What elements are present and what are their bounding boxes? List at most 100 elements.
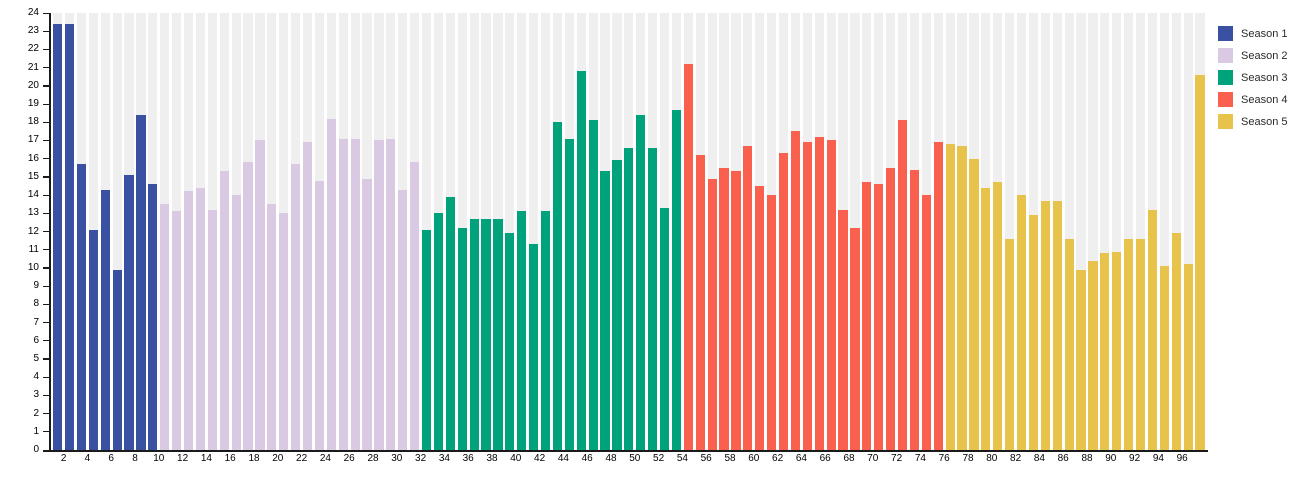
bar-episode-6[interactable] [112,269,122,450]
bar-episode-2[interactable] [64,23,75,450]
bar-episode-53[interactable] [671,109,682,450]
bar-episode-74[interactable] [921,195,931,450]
bar-episode-19[interactable] [267,204,277,450]
bar-episode-8[interactable] [136,114,146,450]
bar-episode-27[interactable] [362,178,372,450]
bar-episode-22[interactable] [302,142,313,450]
bar-episode-92[interactable] [1135,238,1146,450]
bar-episode-52[interactable] [659,207,670,450]
legend-item-season-3[interactable]: Season 3 [1218,70,1287,85]
bar-episode-14[interactable] [207,209,217,450]
bar-episode-43[interactable] [552,122,563,450]
bar-episode-65[interactable] [814,136,824,450]
bar-episode-35[interactable] [457,227,467,450]
legend-item-season-1[interactable]: Season 1 [1218,26,1287,41]
bar-episode-87[interactable] [1076,269,1086,450]
bar-episode-26[interactable] [350,138,360,450]
bar-episode-79[interactable] [981,187,991,450]
legend-item-season-4[interactable]: Season 4 [1218,92,1287,107]
bar-episode-89[interactable] [1100,253,1110,450]
bar-episode-17[interactable] [243,162,253,450]
bar-episode-70[interactable] [874,184,884,450]
bar-episode-81[interactable] [1005,238,1015,450]
bar-episode-94[interactable] [1159,266,1169,450]
bar-episode-61[interactable] [767,195,777,450]
bar-episode-62[interactable] [778,153,789,450]
bar-episode-82[interactable] [1016,195,1027,450]
bar-episode-7[interactable] [124,175,134,450]
bar-episode-38[interactable] [493,218,503,450]
bar-episode-3[interactable] [76,164,87,450]
bar-episode-80[interactable] [993,182,1003,450]
bar-episode-42[interactable] [540,211,551,450]
bar-episode-10[interactable] [160,204,170,450]
bar-episode-12[interactable] [183,191,194,450]
bar-episode-40[interactable] [517,211,527,450]
bar-episode-33[interactable] [433,213,444,450]
bar-episode-5[interactable] [100,189,110,450]
bar-episode-50[interactable] [636,114,646,450]
bar-episode-48[interactable] [612,160,622,450]
bar-episode-31[interactable] [410,162,420,450]
bar-episode-64[interactable] [802,142,812,450]
bar-episode-45[interactable] [576,71,586,450]
bar-episode-41[interactable] [529,244,539,450]
bar-episode-54[interactable] [683,63,693,450]
bar-episode-84[interactable] [1040,200,1050,450]
bar-episode-55[interactable] [695,155,705,450]
bar-episode-63[interactable] [790,131,801,450]
bar-episode-56[interactable] [707,178,717,450]
bar-episode-37[interactable] [481,218,491,450]
bar-episode-36[interactable] [469,218,479,450]
bar-episode-93[interactable] [1147,209,1158,450]
bar-episode-16[interactable] [231,195,241,450]
bar-episode-86[interactable] [1064,238,1074,450]
bar-episode-58[interactable] [731,171,741,450]
bar-episode-77[interactable] [957,145,967,450]
bar-episode-15[interactable] [219,171,229,450]
bar-episode-68[interactable] [850,227,860,450]
bar-episode-85[interactable] [1052,200,1062,450]
bar-episode-95[interactable] [1171,233,1181,450]
bar-episode-34[interactable] [445,196,455,450]
bar-episode-20[interactable] [279,213,289,450]
bar-episode-96[interactable] [1183,264,1193,450]
bar-episode-9[interactable] [148,184,158,450]
bar-episode-75[interactable] [933,142,943,450]
bar-episode-47[interactable] [600,171,610,450]
bar-episode-78[interactable] [969,158,979,450]
bar-episode-28[interactable] [374,140,384,450]
bar-episode-67[interactable] [838,209,848,450]
bar-episode-72[interactable] [897,120,908,450]
bar-episode-90[interactable] [1112,251,1122,450]
bar-episode-11[interactable] [172,211,182,450]
bar-episode-25[interactable] [338,138,348,450]
bar-episode-21[interactable] [291,164,301,450]
bar-episode-32[interactable] [421,229,432,450]
bar-episode-39[interactable] [505,233,515,450]
bar-episode-1[interactable] [53,23,63,450]
bar-episode-44[interactable] [564,138,574,450]
bar-episode-71[interactable] [886,167,896,450]
bar-episode-46[interactable] [588,120,598,450]
bar-episode-4[interactable] [88,229,98,450]
bar-episode-73[interactable] [909,169,920,450]
bar-episode-83[interactable] [1028,215,1039,450]
bar-episode-57[interactable] [719,167,729,450]
bar-episode-13[interactable] [195,187,206,450]
bar-episode-88[interactable] [1088,260,1098,450]
bar-episode-69[interactable] [862,182,872,450]
bar-episode-18[interactable] [255,140,265,450]
legend-item-season-5[interactable]: Season 5 [1218,114,1287,129]
bar-episode-23[interactable] [314,180,325,450]
legend-item-season-2[interactable]: Season 2 [1218,48,1287,63]
bar-episode-49[interactable] [624,147,634,450]
bar-episode-66[interactable] [826,140,836,450]
bar-episode-60[interactable] [755,185,765,450]
bar-episode-91[interactable] [1124,238,1134,450]
bar-episode-30[interactable] [398,189,408,450]
bar-episode-59[interactable] [743,145,753,450]
bar-episode-76[interactable] [945,144,955,450]
bar-episode-51[interactable] [648,147,658,450]
bar-episode-97[interactable] [1195,74,1205,450]
